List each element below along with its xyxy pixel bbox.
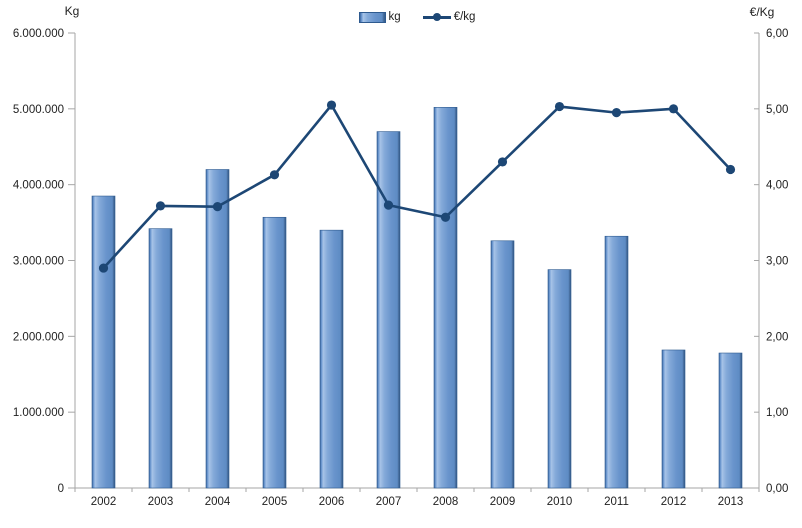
bar-2010 <box>547 269 572 489</box>
bar-2004 <box>205 169 230 489</box>
right-axis-tick-label: 0,00 <box>766 483 788 495</box>
x-axis-category-label: 2003 <box>148 496 174 508</box>
right-axis-tick-label: 6,00 <box>766 28 788 40</box>
left-axis-tick-label: 0 <box>58 483 64 495</box>
legend-item-eur-per-kg: €/kg <box>422 11 476 23</box>
x-axis-category-label: 2005 <box>262 496 288 508</box>
line-series-swatch-icon <box>422 12 451 22</box>
line-point-2004 <box>212 202 223 212</box>
right-axis-tick-label: 4,00 <box>766 180 788 192</box>
line-point-2010 <box>554 101 565 112</box>
bar-2003 <box>148 228 173 489</box>
line-point-2005 <box>269 170 280 180</box>
line-point-2008 <box>440 212 451 222</box>
left-axis-tick-label: 2.000.000 <box>13 331 64 343</box>
left-axis-tick-label: 5.000.000 <box>13 104 64 116</box>
left-axis-tick-label: 3.000.000 <box>13 256 64 268</box>
legend-label-eur-per-kg: €/kg <box>453 11 476 23</box>
right-axis-tick-label: 2,00 <box>766 331 788 343</box>
bar-2005 <box>262 216 287 489</box>
bar-2009 <box>490 240 515 489</box>
line-point-2007 <box>383 200 394 210</box>
bar-2006 <box>319 229 344 489</box>
line-point-2003 <box>155 201 166 211</box>
legend-item-kg: kg <box>358 11 401 23</box>
left-axis-tick-label: 4.000.000 <box>13 180 64 192</box>
bar-2008 <box>433 107 458 489</box>
x-axis-category-label: 2009 <box>490 496 516 508</box>
line-point-2009 <box>497 157 508 167</box>
x-axis-category-label: 2011 <box>604 496 629 508</box>
line-point-2006 <box>326 100 337 110</box>
x-axis-category-label: 2008 <box>433 496 459 508</box>
right-axis-tick-label: 3,00 <box>766 256 788 268</box>
bar-2011 <box>604 235 629 489</box>
x-axis-category-label: 2004 <box>205 496 231 508</box>
bar-2002 <box>91 195 116 489</box>
x-axis-category-label: 2013 <box>718 496 744 508</box>
bar-2013 <box>718 352 743 489</box>
x-axis-category-label: 2007 <box>376 496 402 508</box>
legend: kg €/kg <box>75 7 759 27</box>
x-axis-category-label: 2012 <box>661 496 687 508</box>
left-axis-tick-label: 1.000.000 <box>13 407 64 419</box>
x-axis-category-label: 2006 <box>319 496 345 508</box>
eur-per-kg-line <box>102 103 732 270</box>
left-axis-tick-label: 6.000.000 <box>13 28 64 40</box>
right-axis-tick-label: 1,00 <box>766 407 788 419</box>
line-point-2011 <box>611 108 622 118</box>
x-axis-category-label: 2010 <box>547 496 573 508</box>
x-axis-category-label: 2002 <box>91 496 117 508</box>
left-axis-title: Kg <box>64 4 80 18</box>
line-point-2012 <box>668 104 679 114</box>
right-axis-tick-label: 5,00 <box>766 104 788 116</box>
bar-2007 <box>376 131 401 489</box>
right-axis-title: €/Kg <box>749 5 775 19</box>
line-point-2013 <box>725 164 736 175</box>
line-point-2002 <box>98 263 109 273</box>
bar-2012 <box>661 349 686 489</box>
bar-series-swatch-icon <box>358 11 386 23</box>
legend-label-kg: kg <box>388 11 401 23</box>
